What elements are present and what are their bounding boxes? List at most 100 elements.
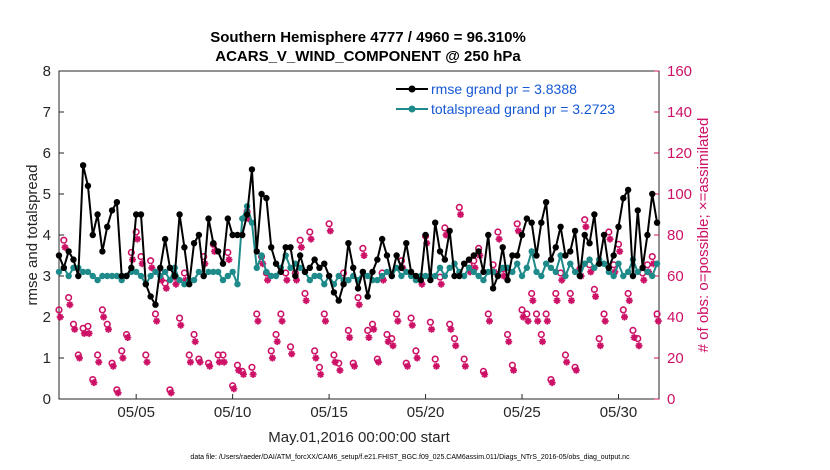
obs-assimilated-point xyxy=(452,342,460,350)
totalspread-point xyxy=(335,272,342,280)
obs-possible-point xyxy=(643,261,652,269)
obs-possible-point xyxy=(455,203,463,211)
totalspread-point xyxy=(147,272,154,280)
totalspread-point xyxy=(108,272,116,280)
x-tick-label: 05/05 xyxy=(117,404,155,421)
totalspread-point xyxy=(523,264,531,271)
obs-possible-point xyxy=(55,306,63,314)
rmse-point xyxy=(456,272,463,280)
rmse-point xyxy=(547,256,555,263)
totalspread-point xyxy=(234,281,241,288)
rmse-point xyxy=(99,248,106,255)
totalspread-point xyxy=(581,260,588,267)
totalspread-point xyxy=(470,268,477,276)
obs-possible-point xyxy=(344,326,352,335)
obs-possible-point xyxy=(441,224,449,232)
obs-assimilated-point xyxy=(567,297,575,305)
rmse-point xyxy=(432,219,439,226)
rmse-point xyxy=(181,244,188,251)
rmse-point xyxy=(644,231,651,239)
rmse-point xyxy=(567,248,574,255)
obs-assimilated-point xyxy=(293,276,301,284)
totalspread-point xyxy=(513,260,521,267)
totalspread-point xyxy=(610,272,617,280)
rmse-point xyxy=(518,231,526,239)
obs-assimilated-point xyxy=(254,317,262,325)
rmse-point xyxy=(475,248,482,255)
totalspread-point xyxy=(94,276,101,284)
obs-assimilated-point xyxy=(616,247,624,255)
rmse-point xyxy=(378,235,386,243)
obs-possible-point xyxy=(354,294,362,302)
totalspread-point xyxy=(378,272,386,280)
totalspread-point xyxy=(79,268,87,276)
obs-assimilated-point xyxy=(297,243,305,251)
obs-assimilated-point xyxy=(466,268,474,276)
rmse-point xyxy=(465,256,473,263)
totalspread-point xyxy=(542,260,550,267)
rmse-point xyxy=(542,199,550,206)
totalspread-point xyxy=(509,268,516,276)
x-tick-label: 05/30 xyxy=(600,404,638,421)
y2-tick-label: 40 xyxy=(667,309,684,326)
obs-possible-point xyxy=(484,310,492,318)
obs-assimilated-point xyxy=(191,338,199,346)
rmse-point xyxy=(118,272,125,280)
obs-assimilated-point xyxy=(331,358,339,366)
obs-assimilated-point xyxy=(283,276,291,284)
y2-tick-label: 140 xyxy=(667,104,692,121)
obs-possible-point xyxy=(542,310,550,318)
obs-assimilated-point xyxy=(635,342,643,350)
obs-assimilated-point xyxy=(211,247,219,255)
y-tick-label: 0 xyxy=(43,391,51,408)
obs-assimilated-point xyxy=(461,362,469,370)
rmse-point xyxy=(591,211,598,218)
totalspread-point xyxy=(219,276,227,284)
rmse-point xyxy=(60,264,68,271)
chart-title-line2: ACARS_V_WIND_COMPONENT @ 250 hPa xyxy=(215,48,521,65)
obs-assimilated-point xyxy=(572,366,580,374)
rmse-point xyxy=(417,276,424,284)
rmse-point xyxy=(629,272,637,280)
rmse-point xyxy=(615,223,622,230)
obs-assimilated-point xyxy=(360,252,368,259)
totalspread-point xyxy=(176,276,183,284)
obs-possible-point xyxy=(518,306,526,314)
obs-assimilated-point xyxy=(148,264,156,272)
obs-assimilated-point xyxy=(133,235,141,243)
totalspread-point xyxy=(263,268,270,276)
x-tick-label: 05/25 xyxy=(503,404,541,421)
obs-possible-point xyxy=(605,228,613,236)
obs-possible-point xyxy=(590,285,598,294)
obs-possible-point xyxy=(581,216,589,224)
totalspread-point xyxy=(287,264,294,271)
y-tick-label: 2 xyxy=(43,309,51,326)
rmse-point xyxy=(489,285,497,292)
obs-assimilated-point xyxy=(336,366,344,374)
data-file-footnote: data file: /Users/raeder/DAI/ATM_forcXX/… xyxy=(190,454,630,461)
obs-assimilated-point xyxy=(630,334,638,341)
obs-possible-point xyxy=(513,220,521,228)
obs-assimilated-point xyxy=(235,366,243,374)
rmse-point xyxy=(374,256,381,263)
totalspread-point xyxy=(181,281,188,288)
obs-assimilated-point xyxy=(370,325,378,333)
obs-assimilated-point xyxy=(75,354,83,362)
totalspread-point xyxy=(634,268,641,276)
y2-axis-label: # of obs: o=possible; ×=assimilated xyxy=(695,118,712,353)
obs-assimilated-point xyxy=(510,366,518,374)
totalspread-point xyxy=(195,268,203,276)
totalspread-point xyxy=(552,268,559,276)
obs-possible-point xyxy=(306,228,314,236)
rmse-point xyxy=(528,219,535,226)
rmse-point xyxy=(166,264,174,271)
obs-possible-point xyxy=(325,220,333,228)
obs-assimilated-point xyxy=(481,370,489,378)
obs-assimilated-point xyxy=(143,358,151,366)
rmse-point xyxy=(340,281,347,288)
obs-assimilated-point xyxy=(394,317,402,325)
totalspread-point xyxy=(65,272,72,280)
totalspread-point xyxy=(518,272,526,280)
obs-assimilated-point xyxy=(606,235,614,243)
